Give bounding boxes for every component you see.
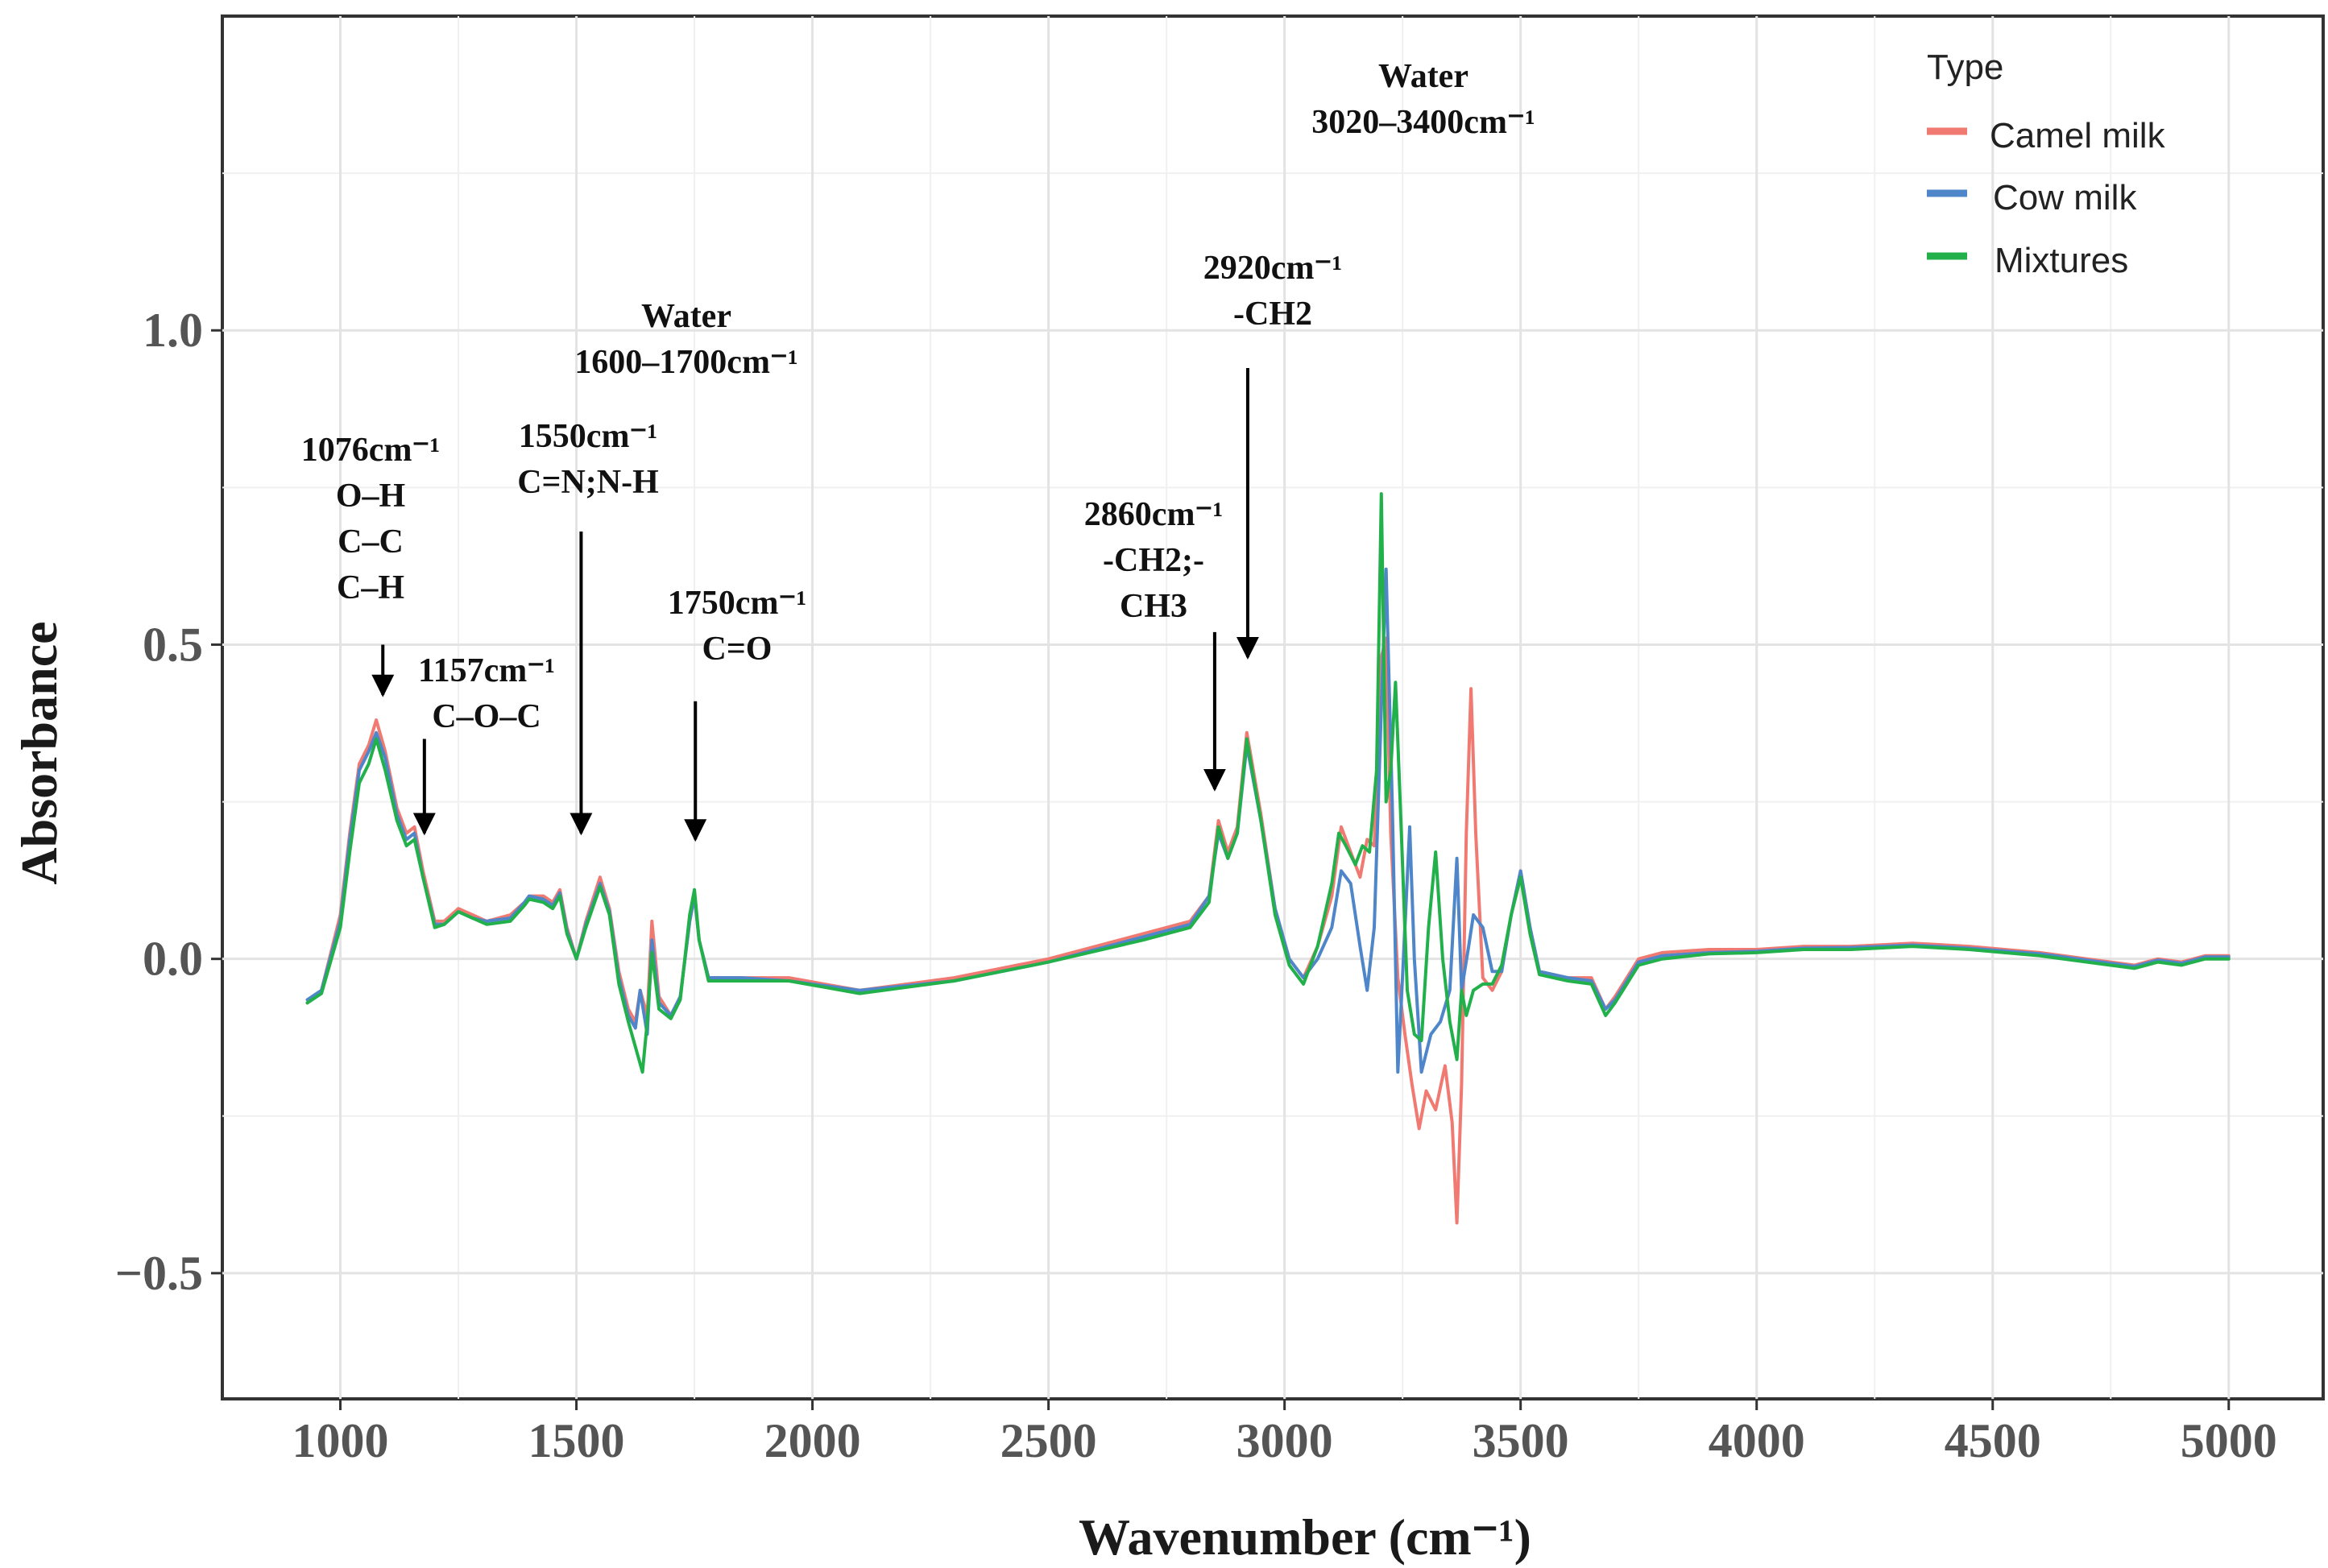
annotation-text-a2860-2: CH3 [1120,588,1187,625]
annotation-text-aWater2-1: 3020–3400cm⁻¹ [1311,104,1535,141]
x-tick-label-0: 1000 [292,1414,389,1467]
annotation-text-a1550-1: C=N;N-H [517,464,659,501]
x-tick-label-8: 5000 [2181,1414,2277,1467]
annotation-text-a2860-1: -CH2;- [1103,542,1204,579]
annotation-aWater2: Water 3020–3400cm⁻¹ [1311,58,1535,141]
series-line-mixtures [305,492,2231,1074]
annotation-text-a1750-0: 1750cm⁻¹ [668,585,806,622]
annotation-text-a1076-1: O–H [336,478,405,515]
x-tick-label-7: 4500 [1945,1414,2041,1467]
x-tick-label-6: 4000 [1709,1414,1805,1467]
y-tick-label-2: 0.5 [143,618,203,671]
x-tick-label-1: 1500 [528,1414,625,1467]
annotation-text-aWater2-0: Water [1378,58,1468,95]
x-tick-label-3: 2500 [1000,1414,1097,1467]
annotation-text-a1076-3: C–H [337,569,404,606]
axis-ticks: 1000 1500 2000 2500 3000 3500 4000 4500 5000 −0.5… [115,304,2277,1467]
y-tick-label-0: −0.5 [115,1247,203,1300]
annotation-text-a1157-1: C–O–C [432,698,541,735]
annotation-a2920: 2920cm⁻¹ -CH2 [1203,250,1342,660]
annotation-text-a1550-0: 1550cm⁻¹ [519,418,657,455]
y-tick-label-3: 1.0 [143,304,203,357]
annotation-a1157: 1157cm⁻¹ C–O–C [412,652,555,836]
annotation-text-a2920-1: -CH2 [1233,296,1312,333]
x-tick-label-2: 2000 [764,1414,861,1467]
annotation-text-a1076-2: C–C [338,523,404,561]
annotation-a1076: 1076cm⁻¹ O–H C–C C–H [301,432,440,697]
y-tick-label-1: 0.0 [143,933,203,986]
legend-label-cow-milk: Cow milk [1993,178,2137,217]
series-lines [305,492,2231,1225]
legend-label-camel-milk: Camel milk [1990,116,2166,155]
annotation-text-a1157-0: 1157cm⁻¹ [418,652,555,689]
annotation-text-a2860-0: 2860cm⁻¹ [1084,496,1223,533]
annotation-text-a2920-0: 2920cm⁻¹ [1203,250,1342,287]
annotations: 1076cm⁻¹ O–H C–C C–H 1157cm⁻¹ C–O–C 1550cm⁻¹ C=… [301,58,1535,842]
legend: Type Camel milk Cow milk Mixtures [1927,48,2166,280]
annotation-text-a1750-1: C=O [702,631,773,668]
y-axis-title: Absorbance [10,621,68,884]
legend-title: Type [1927,48,2003,87]
grid [222,16,2323,1399]
x-tick-label-4: 3000 [1236,1414,1333,1467]
annotation-text-aWater1-0: Water [641,298,731,335]
plot-panel [221,14,2325,1400]
annotation-a2860: 2860cm⁻¹ -CH2;- CH3 [1084,496,1226,792]
annotation-a1550: 1550cm⁻¹ C=N;N-H [517,418,659,836]
legend-label-mixtures: Mixtures [1995,241,2128,280]
annotation-text-a1076-0: 1076cm⁻¹ [301,432,440,469]
x-axis-title: Wavenumber (cm⁻¹) [1079,1508,1531,1566]
annotation-a1750: 1750cm⁻¹ C=O [668,585,806,842]
annotation-text-aWater1-1: 1600–1700cm⁻¹ [574,344,797,381]
x-tick-label-5: 3500 [1473,1414,1569,1467]
annotation-aWater1: Water 1600–1700cm⁻¹ [574,298,797,381]
